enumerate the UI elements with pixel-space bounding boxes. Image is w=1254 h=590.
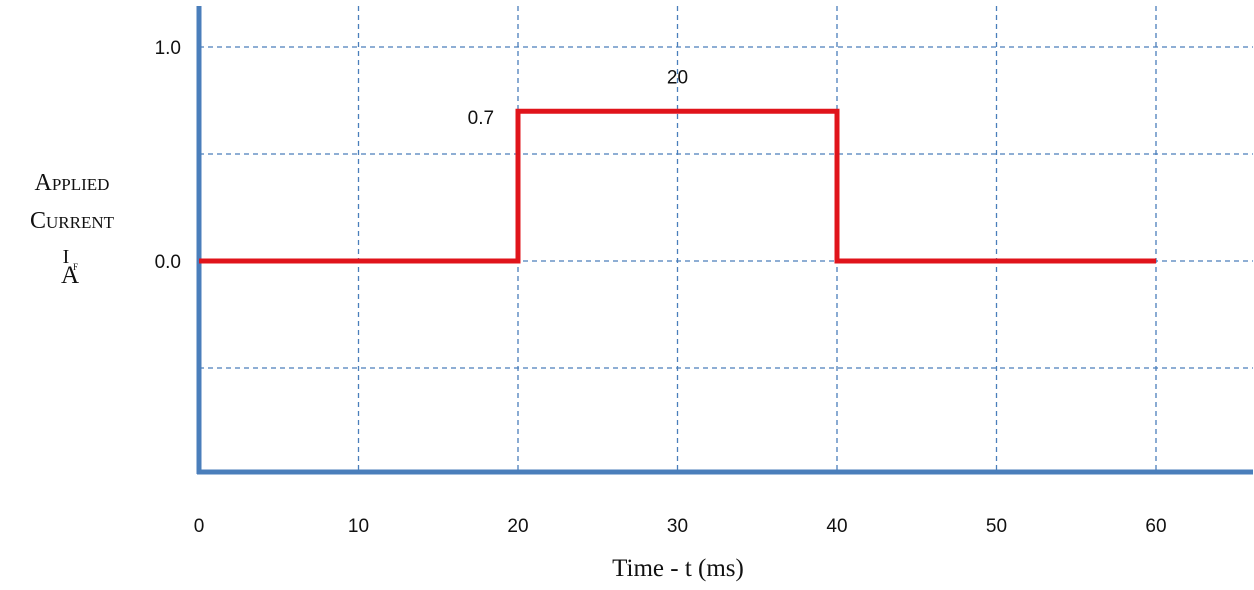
annotation-label-0: 0.7 — [468, 108, 494, 129]
annotation-label-1: 20 — [667, 67, 688, 88]
series-line-0 — [199, 108, 1156, 264]
y-axis-label-line-2: Current — [30, 208, 115, 234]
labels: Applied Current I F A Time - t (ms) 0 10 2… — [30, 38, 1167, 582]
x-tick-label-60: 60 — [1145, 516, 1166, 537]
y-tick-label-0: 1.0 — [155, 38, 181, 59]
grid-lines — [199, 6, 1253, 472]
x-tick-label-50: 50 — [986, 516, 1007, 537]
y-axis-label-line-1: Applied — [35, 170, 110, 196]
x-tick-label-20: 20 — [507, 516, 528, 537]
y-axis-label-unit: A — [61, 262, 79, 289]
x-tick-label-0: 0 — [194, 516, 205, 537]
x-axis-label: Time - t (ms) — [612, 555, 744, 582]
series-layer — [199, 108, 1156, 264]
x-tick-label-30: 30 — [667, 516, 688, 537]
axes — [196, 6, 1253, 475]
y-axis-label-symbol: I — [63, 246, 70, 268]
x-tick-label-40: 40 — [826, 516, 847, 537]
x-tick-label-10: 10 — [348, 516, 369, 537]
y-axis-label-subscript: F — [73, 262, 78, 272]
y-tick-label-1: 0.0 — [155, 252, 181, 273]
